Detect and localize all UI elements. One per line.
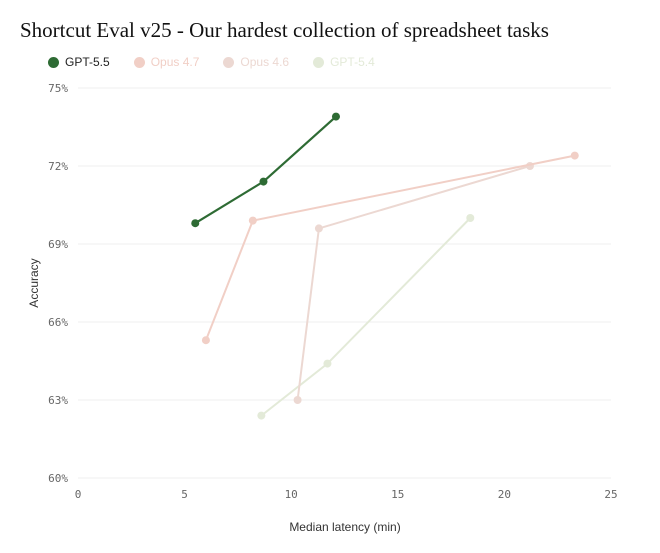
y-tick-label: 63%	[48, 394, 68, 407]
x-tick-label: 0	[75, 488, 82, 501]
x-tick-label: 20	[498, 488, 511, 501]
legend-item-opus-4-6[interactable]: Opus 4.6	[223, 55, 289, 69]
legend-item-gpt-5-4[interactable]: GPT-5.4	[313, 55, 375, 69]
data-point-gpt-5-4-0[interactable]	[257, 411, 266, 420]
data-point-gpt-5-4-2[interactable]	[466, 214, 475, 222]
data-point-opus-4-6-1[interactable]	[314, 224, 323, 233]
series-gpt-5-4	[257, 214, 475, 420]
x-tick-label: 15	[391, 488, 404, 501]
legend: GPT-5.5 Opus 4.7 Opus 4.6 GPT-5.4	[48, 54, 399, 70]
data-point-opus-4-7-2[interactable]	[570, 151, 579, 160]
series-gpt-5-5	[191, 112, 340, 228]
data-point-opus-4-6-0[interactable]	[293, 396, 302, 404]
data-point-gpt-5-5-1[interactable]	[259, 177, 268, 186]
series-layer	[191, 112, 579, 420]
y-tick-label: 66%	[48, 316, 68, 329]
legend-dot-gpt-5-5	[48, 56, 59, 68]
series-line-opus-4-6	[296, 165, 531, 401]
legend-item-gpt-5-5[interactable]: GPT-5.5	[48, 55, 110, 69]
data-point-gpt-5-5-2[interactable]	[331, 112, 340, 121]
data-point-gpt-5-5-0[interactable]	[191, 219, 200, 228]
data-point-gpt-5-4-1[interactable]	[323, 359, 332, 368]
y-tick-label: 60%	[48, 472, 68, 485]
x-axis-title: Median latency (min)	[289, 520, 400, 534]
legend-item-opus-4-7[interactable]: Opus 4.7	[133, 55, 200, 69]
gridlines	[78, 87, 611, 479]
legend-label-gpt-5-5: GPT-5.5	[65, 55, 110, 69]
series-opus-4-7	[201, 151, 579, 345]
y-axis-title: Accuracy	[27, 258, 41, 307]
legend-dot-opus-4-6	[223, 56, 235, 68]
legend-label-gpt-5-4: GPT-5.4	[330, 55, 375, 69]
y-tick-label: 75%	[48, 82, 68, 95]
y-axis-ticks: 60% 63% 66% 69% 72% 75%	[48, 82, 68, 485]
legend-dot-gpt-5-4	[313, 56, 325, 68]
x-axis-ticks: 0 5 10 15 20 25	[75, 488, 618, 501]
legend-dot-opus-4-7	[133, 56, 145, 68]
chart-title: Shortcut Eval v25 - Our hardest collecti…	[20, 18, 549, 42]
data-point-opus-4-7-0[interactable]	[201, 336, 210, 345]
x-tick-label: 5	[181, 488, 188, 501]
data-point-opus-4-7-1[interactable]	[248, 216, 257, 225]
x-tick-label: 25	[604, 488, 617, 501]
y-tick-label: 69%	[48, 238, 68, 251]
series-opus-4-6	[293, 162, 534, 404]
legend-label-opus-4-6: Opus 4.6	[240, 55, 290, 69]
series-line-gpt-5-4	[260, 217, 472, 417]
x-tick-label: 10	[285, 488, 298, 501]
y-tick-label: 72%	[48, 160, 68, 173]
legend-label-opus-4-7: Opus 4.7	[150, 55, 200, 69]
